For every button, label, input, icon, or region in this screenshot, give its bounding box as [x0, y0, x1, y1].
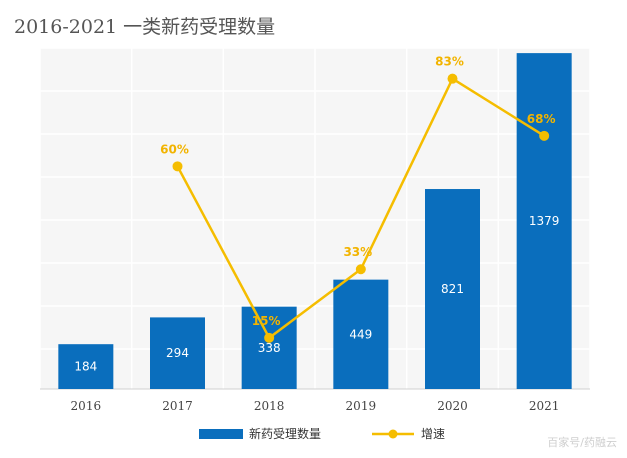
- legend-swatch-marker: [388, 429, 398, 439]
- bar: [150, 317, 205, 389]
- growth-value-label: 60%: [160, 142, 189, 156]
- bar-value-label: 184: [74, 360, 97, 374]
- x-tick-label: 2020: [437, 399, 468, 413]
- growth-point: [355, 264, 366, 275]
- legend-swatch-bar: [199, 429, 243, 439]
- growth-point: [539, 130, 550, 141]
- bar: [333, 279, 389, 389]
- growth-point: [172, 161, 183, 172]
- bar-value-label: 821: [441, 282, 464, 296]
- bar: [516, 53, 572, 390]
- growth-value-label: 15%: [252, 314, 281, 328]
- x-tick-label: 2017: [162, 399, 193, 413]
- bar: [425, 189, 480, 389]
- legend-label-bar: 新药受理数量: [249, 426, 321, 441]
- bar-value-label: 294: [166, 346, 189, 360]
- x-tick-label: 2018: [254, 399, 285, 413]
- x-tick-label: 2016: [71, 399, 102, 413]
- growth-value-label: 83%: [435, 55, 464, 69]
- bar-value-label: 338: [258, 341, 281, 355]
- growth-point: [264, 332, 275, 343]
- chart-title: 2016-2021 一类新药受理数量: [14, 16, 276, 38]
- bar: [58, 344, 114, 389]
- x-tick-label: 2019: [346, 399, 377, 413]
- watermark-text: 百家号/药融云: [547, 435, 617, 449]
- growth-point: [447, 73, 458, 84]
- growth-value-label: 33%: [343, 245, 372, 259]
- growth-value-label: 68%: [527, 112, 556, 126]
- x-tick-label: 2021: [529, 399, 560, 413]
- bar: [241, 306, 297, 389]
- legend-label-line: 增速: [421, 427, 445, 441]
- bar-value-label: 1379: [529, 214, 560, 228]
- bar-value-label: 449: [349, 327, 372, 341]
